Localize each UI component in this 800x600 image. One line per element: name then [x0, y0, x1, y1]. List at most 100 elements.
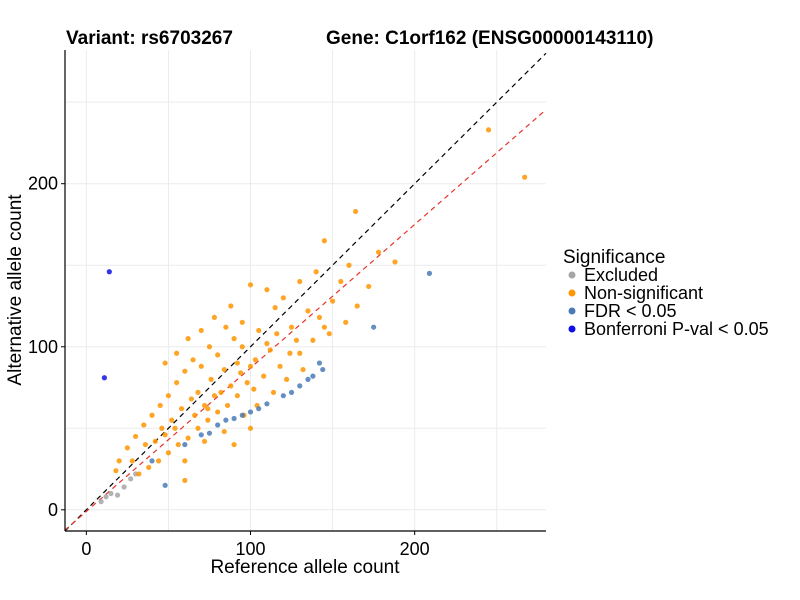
x-tick-label: 0	[81, 539, 91, 559]
point-non-significant	[297, 278, 303, 285]
point-non-significant	[136, 471, 142, 477]
point-non-significant	[221, 366, 227, 373]
point-fdr-0-05	[297, 383, 303, 389]
point-non-significant	[238, 370, 244, 376]
point-non-significant	[198, 327, 204, 334]
point-excluded	[114, 492, 121, 498]
point-fdr-0-05	[182, 441, 188, 448]
point-non-significant	[244, 380, 250, 386]
point-non-significant	[375, 249, 382, 255]
point-non-significant	[231, 336, 237, 342]
legend: Significance ExcludedNon-significantFDR …	[563, 247, 769, 339]
point-non-significant	[129, 458, 135, 464]
point-non-significant	[256, 327, 262, 334]
reference-line-identity	[64, 52, 547, 532]
point-non-significant	[195, 389, 201, 396]
point-non-significant	[316, 314, 323, 321]
point-non-significant	[228, 303, 234, 309]
legend-label-bonferroni-p-val-0-05: Bonferroni P-val < 0.05	[584, 319, 769, 339]
point-non-significant	[288, 324, 295, 330]
point-non-significant	[329, 298, 336, 304]
point-non-significant	[326, 331, 332, 337]
point-non-significant	[485, 127, 492, 133]
point-non-significant	[346, 262, 352, 268]
legend-label-fdr-0-05: FDR < 0.05	[584, 301, 677, 321]
legend-key-excluded	[568, 271, 576, 279]
point-non-significant	[195, 425, 201, 431]
point-excluded	[128, 476, 134, 482]
point-non-significant	[251, 386, 257, 392]
point-non-significant	[354, 303, 360, 309]
point-fdr-0-05	[256, 406, 262, 412]
point-non-significant	[392, 259, 398, 265]
point-non-significant	[205, 406, 211, 412]
point-non-significant	[201, 402, 208, 409]
point-non-significant	[162, 360, 168, 366]
point-non-significant	[343, 319, 349, 325]
point-non-significant	[190, 357, 196, 363]
point-non-significant	[218, 389, 224, 396]
point-non-significant	[165, 450, 172, 456]
point-non-significant	[224, 402, 231, 409]
point-non-significant	[146, 464, 152, 471]
point-non-significant	[252, 357, 259, 363]
point-non-significant	[366, 283, 372, 290]
point-non-significant	[247, 363, 254, 369]
point-non-significant	[182, 458, 188, 464]
grid	[65, 50, 546, 531]
point-non-significant	[261, 373, 267, 379]
x-tick-label: 100	[235, 539, 265, 559]
point-fdr-0-05	[149, 458, 155, 464]
point-non-significant	[352, 208, 359, 215]
point-fdr-0-05	[316, 360, 323, 366]
point-fdr-0-05	[320, 366, 326, 373]
point-non-significant	[338, 278, 344, 285]
point-non-significant	[293, 337, 300, 343]
point-non-significant	[274, 331, 280, 337]
point-non-significant	[149, 412, 155, 418]
point-non-significant	[113, 468, 119, 474]
point-fdr-0-05	[371, 324, 377, 330]
point-non-significant	[198, 363, 204, 369]
point-non-significant	[178, 406, 185, 412]
data-points	[98, 127, 528, 505]
point-non-significant	[152, 438, 158, 444]
point-non-significant	[169, 417, 175, 423]
legend-title: Significance	[563, 247, 665, 268]
point-non-significant	[185, 336, 191, 342]
axis-ticks: 0 100 200 0 100 200	[28, 174, 430, 559]
y-tick-label: 200	[28, 174, 58, 194]
point-non-significant	[280, 295, 286, 301]
point-fdr-0-05	[162, 482, 168, 488]
point-non-significant	[228, 383, 234, 389]
point-non-significant	[313, 269, 319, 275]
point-non-significant	[272, 305, 278, 311]
point-non-significant	[215, 352, 221, 358]
y-axis-title: Alternative allele count	[5, 194, 26, 386]
point-non-significant	[223, 324, 229, 330]
point-non-significant	[174, 350, 180, 356]
point-fdr-0-05	[223, 417, 229, 423]
y-tick-label: 100	[28, 337, 58, 357]
point-bonferroni-p-val-0-05	[101, 375, 107, 381]
point-fdr-0-05	[198, 432, 204, 438]
point-fdr-0-05	[231, 415, 237, 422]
point-non-significant	[264, 287, 270, 293]
point-non-significant	[522, 174, 528, 180]
legend-label-excluded: Excluded	[584, 265, 658, 285]
point-non-significant	[188, 396, 195, 402]
x-axis-title: Reference allele count	[210, 557, 400, 578]
x-tick-label: 200	[400, 539, 430, 559]
point-non-significant	[211, 314, 217, 321]
point-non-significant	[239, 319, 245, 325]
point-excluded	[98, 499, 104, 505]
point-fdr-0-05	[280, 393, 286, 399]
plot-area: 0 100 200 0 100 200	[28, 50, 547, 559]
point-non-significant	[284, 376, 290, 382]
point-fdr-0-05	[426, 270, 433, 276]
chart-title-gene: Gene: C1orf162 (ENSG00000143110)	[326, 28, 653, 49]
point-non-significant	[201, 438, 208, 444]
point-excluded	[108, 490, 114, 497]
